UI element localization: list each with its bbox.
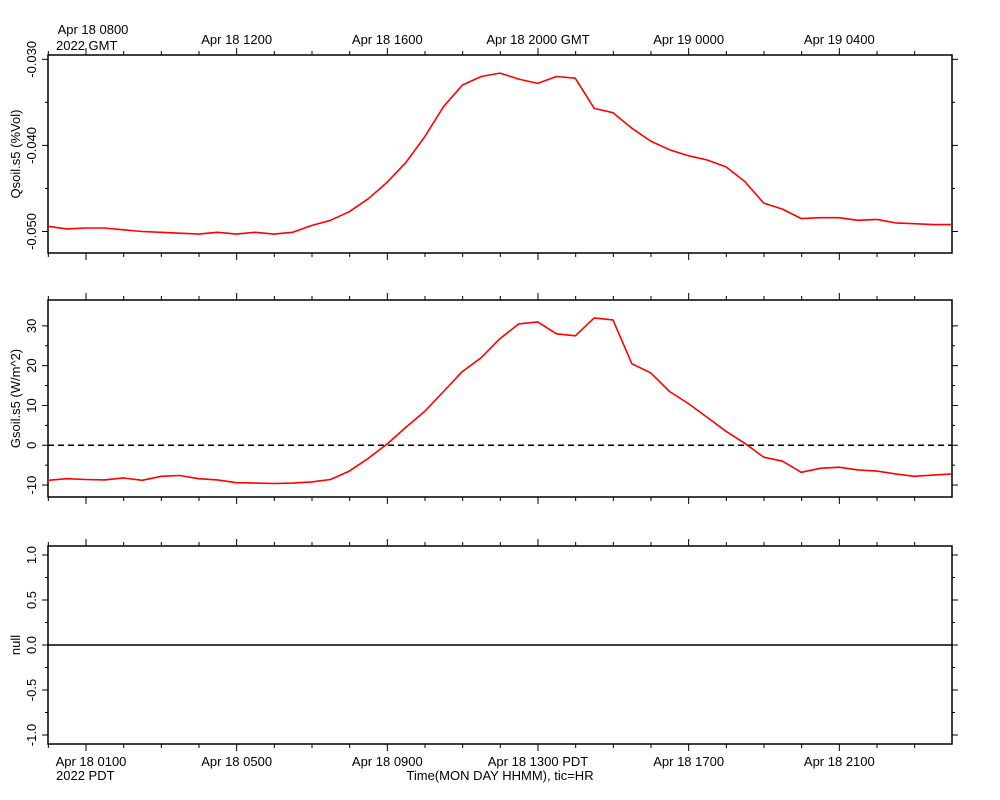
- y-tick-label: 1.0: [24, 546, 39, 564]
- y-tick-label: 10: [24, 398, 39, 412]
- x-axis-title: Time(MON DAY HHMM), tic=HR: [406, 768, 593, 783]
- top-year-label: 2022 GMT: [56, 38, 117, 53]
- bottom-tick-label: Apr 18 1300 PDT: [488, 754, 589, 769]
- bottom-tick-label: Apr 18 0900: [352, 754, 423, 769]
- y-tick-label: -1.0: [24, 724, 39, 746]
- y-tick-label: -0.5: [24, 679, 39, 701]
- y-axis-title: null: [8, 635, 23, 655]
- top-tick-label: Apr 18 2000 GMT: [486, 32, 589, 47]
- y-tick-label: -10: [24, 476, 39, 495]
- y-tick-label: 20: [24, 358, 39, 372]
- y-tick-label: 0: [24, 442, 39, 449]
- bottom-tick-label: Apr 18 2100: [804, 754, 875, 769]
- y-tick-label: -0.030: [24, 41, 39, 78]
- top-tick-label: Apr 19 0000: [653, 32, 724, 47]
- top-tick-label: Apr 18 1600: [352, 32, 423, 47]
- bottom-time-axis: Apr 18 0100 Apr 18 0500 Apr 18 0900 Apr 18 …: [56, 754, 875, 769]
- bottom-tick-label: Apr 18 0500: [201, 754, 272, 769]
- panel-frame: [47, 54, 953, 254]
- series-line-1: [47, 72, 952, 235]
- bottom-year-label: 2022 PDT: [56, 768, 115, 783]
- y-tick-label: 30: [24, 319, 39, 333]
- series-line-2: [47, 317, 953, 485]
- y-tick-label: 0.0: [24, 636, 39, 654]
- y-tick-label: -0.050: [24, 213, 39, 250]
- y-axis-title: Qsoil.s5 (%Vol): [8, 110, 23, 199]
- bottom-tick-label: Apr 18 1700: [653, 754, 724, 769]
- y-axis-title: Gsoil.s5 (W/m^2): [8, 349, 23, 448]
- top-tick-label: Apr 18 0800: [58, 22, 129, 37]
- top-tick-label: Apr 18 1200: [201, 32, 272, 47]
- top-tick-label: Apr 19 0400: [804, 32, 875, 47]
- bottom-tick-label: Apr 18 0100: [56, 754, 127, 769]
- y-tick-label: -0.040: [24, 127, 39, 164]
- panel-frame: [47, 299, 953, 498]
- panel-3: 1.0 0.5 0.0 -0.5 -1.0 null: [8, 539, 958, 751]
- top-time-axis: Apr 18 0800 Apr 18 1200 Apr 18 1600 Apr 18 …: [58, 22, 875, 47]
- y-tick-label: 0.5: [24, 591, 39, 609]
- panel-2: 30 20 10 0 -10 Gsoil.s5 (W/m^2): [8, 293, 958, 504]
